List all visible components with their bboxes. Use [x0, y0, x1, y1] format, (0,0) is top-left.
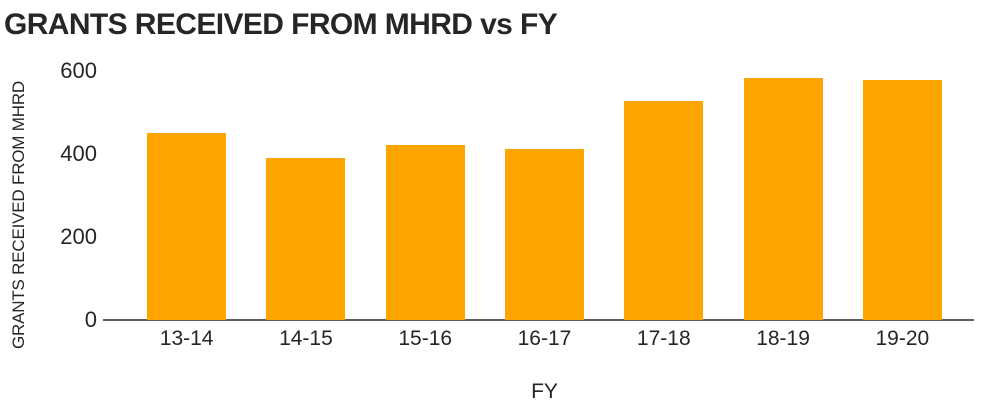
bar-16-17	[505, 149, 584, 320]
x-axis-title: FY	[531, 380, 558, 403]
y-tick-label-400: 400	[60, 141, 97, 167]
x-axis-tick-labels: 13-14 14-15 15-16 16-17 17-18 18-19 19-20	[127, 327, 962, 353]
x-tick-label-16-17: 16-17	[517, 327, 572, 350]
bar-14-15	[266, 157, 346, 320]
y-tick-label-600: 600	[60, 58, 97, 84]
x-tick-label-15-16: 15-16	[398, 327, 453, 350]
x-tick-label-13-14: 13-14	[159, 327, 214, 350]
bar-15-16	[385, 145, 465, 320]
x-axis-line	[103, 319, 974, 321]
chart-title: GRANTS RECEIVED FROM MHRD vs FY	[4, 8, 558, 41]
bar-18-19	[743, 77, 823, 320]
x-tick-label-18-19: 18-19	[756, 327, 810, 350]
bar-19-20	[862, 79, 942, 320]
bar-13-14	[147, 133, 227, 320]
y-tick-label-0: 0	[84, 307, 97, 332]
x-tick-label-14-15: 14-15	[279, 327, 333, 350]
plot-area	[127, 63, 962, 320]
y-tick-label-200: 200	[60, 224, 97, 250]
bar-17-18	[624, 101, 704, 320]
x-tick-label-17-18: 17-18	[636, 327, 691, 350]
y-axis-tick-labels: 0 200 400 600	[0, 58, 97, 332]
x-tick-label-19-20: 19-20	[875, 327, 930, 350]
